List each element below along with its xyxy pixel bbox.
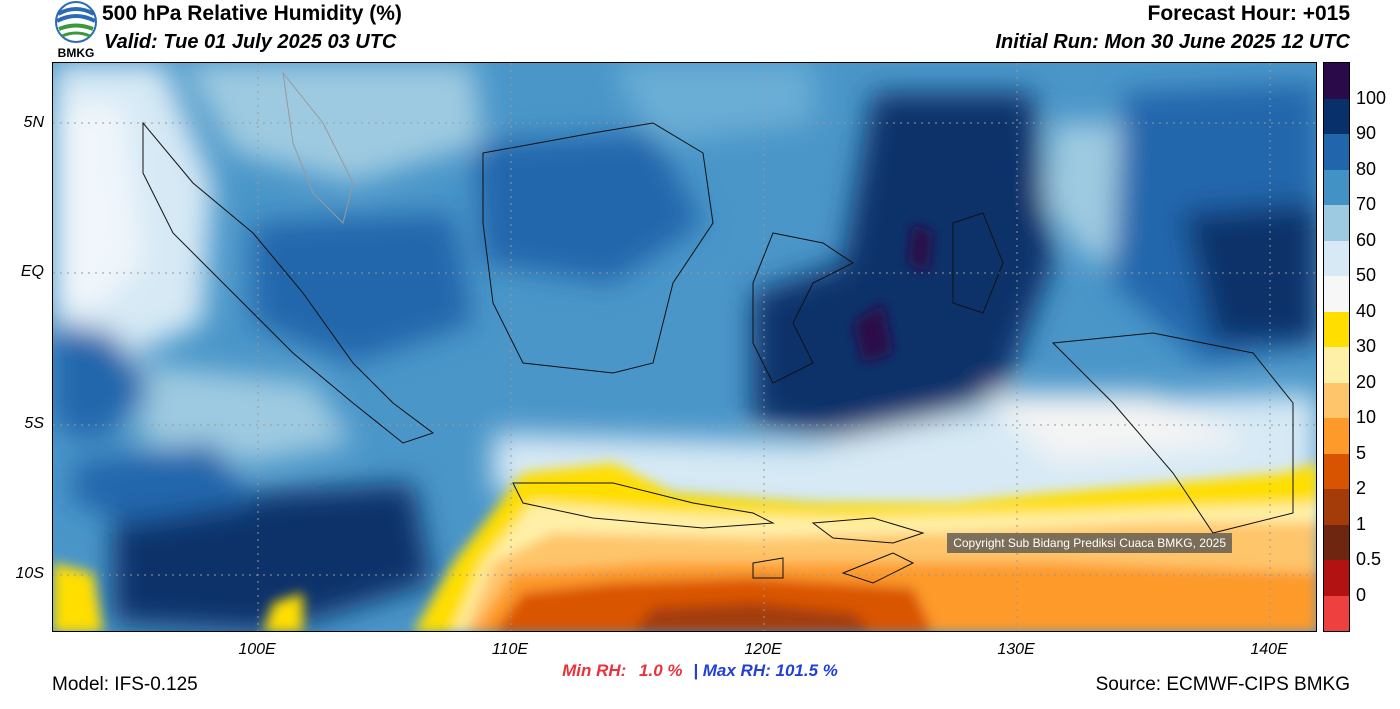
lat-label-eq: EQ xyxy=(20,263,44,280)
lat-label-10s: 10S xyxy=(15,565,44,582)
colorbar-swatch xyxy=(1324,347,1349,383)
colorbar-label: 100 xyxy=(1356,87,1387,108)
coastlines xyxy=(142,71,1294,584)
max-rh-value: 101.5 % xyxy=(775,661,838,680)
colorbar-swatch xyxy=(1324,240,1349,276)
colorbar-label: 5 xyxy=(1356,442,1367,463)
colorbar-label: 2 xyxy=(1356,478,1367,498)
colorbar-label: 90 xyxy=(1356,123,1377,143)
colorbar-swatch xyxy=(1324,382,1349,418)
colorbar-swatch xyxy=(1324,418,1349,454)
bmkg-logo-icon xyxy=(55,1,97,43)
grid-lines xyxy=(53,63,1316,631)
colorbar-label: 50 xyxy=(1356,265,1377,285)
stats-separator: | xyxy=(693,661,699,680)
max-rh-label: Max RH: xyxy=(702,661,771,680)
colorbar-swatch xyxy=(1324,489,1349,525)
colorbar-swatch xyxy=(1324,311,1349,347)
humidity-map: Copyright Sub Bidang Prediksi Cuaca BMKG… xyxy=(52,62,1317,632)
colorbar-swatch xyxy=(1324,98,1349,134)
colorbar-swatch xyxy=(1324,595,1349,631)
colorbar-label: 1 xyxy=(1356,513,1367,534)
model-label: Model: IFS-0.125 xyxy=(52,674,198,695)
colorbar-swatch xyxy=(1324,169,1349,205)
min-rh-label: Min RH: xyxy=(562,661,627,680)
colorbar-swatch xyxy=(1324,560,1349,596)
colorbar-label: 40 xyxy=(1356,300,1377,321)
colorbar-label: 70 xyxy=(1356,194,1377,214)
colorbar-label: 0 xyxy=(1356,584,1367,605)
initial-run: Initial Run: Mon 30 June 2025 12 UTC xyxy=(995,31,1350,53)
colorbar-label: 30 xyxy=(1356,336,1377,356)
colorbar-label: 60 xyxy=(1356,229,1377,250)
lon-label-130e: 130E xyxy=(997,641,1035,658)
colorbar-label: 20 xyxy=(1356,371,1377,392)
lon-label-100e: 100E xyxy=(238,641,276,658)
colorbar xyxy=(1323,62,1350,632)
lon-label-140e: 140E xyxy=(1250,641,1288,658)
lat-label-5s: 5S xyxy=(24,415,44,432)
rh-stats: Min RH: 1.0 % | Max RH: 101.5 % xyxy=(0,661,1400,681)
logo-text: BMKG xyxy=(57,46,95,60)
valid-time: Valid: Tue 01 July 2025 03 UTC xyxy=(104,31,397,53)
min-rh-value: 1.0 % xyxy=(639,661,683,680)
colorbar-swatch xyxy=(1324,63,1349,99)
colorbar-swatch xyxy=(1324,205,1349,241)
colorbar-swatch xyxy=(1324,134,1349,170)
copyright-label: Copyright Sub Bidang Prediksi Cuaca BMKG… xyxy=(947,533,1232,553)
chart-title: 500 hPa Relative Humidity (%) xyxy=(102,2,402,25)
lat-label-5n: 5N xyxy=(23,114,44,131)
source-label: Source: ECMWF-CIPS BMKG xyxy=(1095,674,1350,695)
lon-label-110e: 110E xyxy=(491,641,529,658)
forecast-hour: Forecast Hour: +015 xyxy=(1147,2,1351,25)
lon-label-120e: 120E xyxy=(744,641,782,658)
colorbar-label: 80 xyxy=(1356,158,1377,179)
colorbar-label: 0.5 xyxy=(1356,549,1382,569)
colorbar-swatch xyxy=(1324,453,1349,489)
colorbar-swatch xyxy=(1324,524,1349,560)
colorbar-label: 10 xyxy=(1356,407,1377,427)
colorbar-swatch xyxy=(1324,276,1349,312)
